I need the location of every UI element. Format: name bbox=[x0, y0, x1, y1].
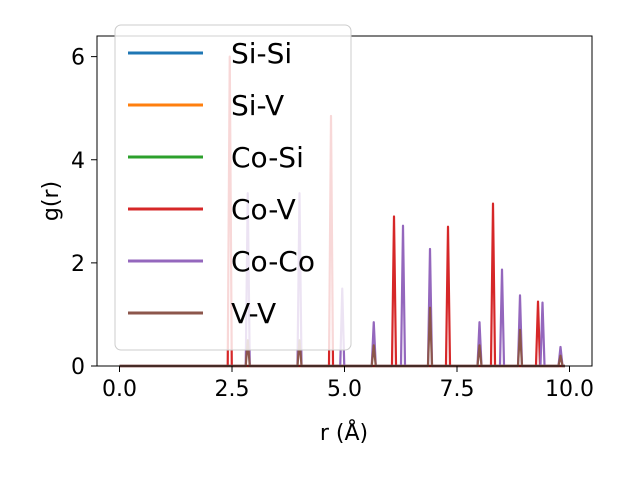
legend-label-co-si: Co-Si bbox=[231, 141, 304, 174]
x-tick-label: 0.0 bbox=[102, 377, 137, 402]
y-axis-label: g(r) bbox=[39, 181, 64, 221]
x-axis-ticks: 0.0 2.5 5.0 7.5 10.0 bbox=[102, 366, 594, 402]
legend-label-co-co: Co-Co bbox=[231, 245, 315, 278]
legend-label-si-v: Si-V bbox=[231, 89, 284, 122]
legend: Si-Si Si-V Co-Si Co-V Co-Co V-V bbox=[114, 24, 352, 351]
legend-label-v-v: V-V bbox=[231, 297, 276, 330]
y-tick-label: 2 bbox=[71, 252, 85, 277]
legend-label-si-si: Si-Si bbox=[231, 37, 292, 70]
x-tick-label: 5.0 bbox=[327, 377, 362, 402]
y-tick-label: 4 bbox=[71, 149, 85, 174]
x-axis-label: r (Å) bbox=[320, 419, 368, 446]
x-tick-label: 10.0 bbox=[545, 377, 594, 402]
y-axis-ticks: 0 2 4 6 bbox=[71, 46, 97, 380]
y-tick-label: 6 bbox=[71, 46, 85, 71]
x-tick-label: 7.5 bbox=[440, 377, 475, 402]
x-tick-label: 2.5 bbox=[215, 377, 250, 402]
y-tick-label: 0 bbox=[71, 355, 85, 380]
legend-label-co-v: Co-V bbox=[231, 193, 296, 226]
